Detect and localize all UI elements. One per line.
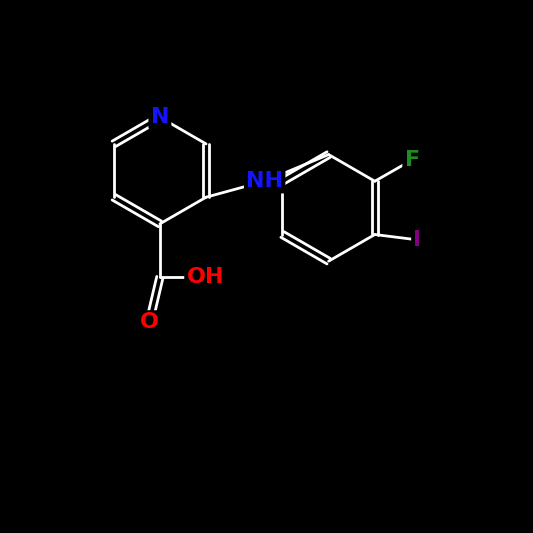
Text: OH: OH — [187, 267, 224, 287]
Text: N: N — [151, 107, 169, 127]
Text: NH: NH — [246, 171, 283, 191]
Text: I: I — [414, 230, 422, 250]
Text: F: F — [405, 150, 419, 170]
Text: O: O — [140, 312, 159, 333]
